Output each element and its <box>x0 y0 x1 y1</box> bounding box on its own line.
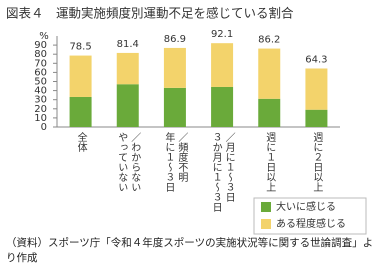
total-label: 64.3 <box>305 54 327 65</box>
y-unit: % <box>39 31 49 42</box>
chart: 図表４ 運動実施頻度別運動不足を感じている割合 % 01020304050607… <box>6 6 367 235</box>
y-tick-label: 30 <box>34 95 47 106</box>
total-label: 86.2 <box>258 35 280 46</box>
bar-segment <box>69 55 92 97</box>
chart-title: 図表４ 運動実施頻度別運動不足を感じている割合 <box>6 6 294 21</box>
y-tick-label: 60 <box>34 67 47 78</box>
legend-label: 大いに感じる <box>276 200 336 213</box>
legend-swatch <box>261 219 271 229</box>
y-tick-label: 90 <box>34 40 47 51</box>
x-tick-label: ３か月に１～３日 <box>210 132 222 212</box>
x-tick-label: 週に２日以上 <box>311 132 323 192</box>
legend-box <box>253 197 367 235</box>
bar-segment <box>211 86 234 127</box>
y-tick-label: 20 <box>34 104 47 115</box>
bar-segment <box>163 87 186 127</box>
source-note: （資料）スポーツ庁「令和４年度スポーツの実施状況等に関する世論調査」より作成 <box>6 237 374 264</box>
legend-swatch <box>261 202 271 212</box>
bar-segment <box>258 98 281 127</box>
bar-segment <box>258 48 281 99</box>
y-tick-label: 80 <box>34 49 47 60</box>
x-tick-label: 全体 <box>75 131 87 153</box>
bar-segment <box>116 52 139 85</box>
y-tick-label: 40 <box>34 86 47 97</box>
x-tick-label: 週に１日以上 <box>264 132 276 192</box>
bar-segment <box>163 47 186 88</box>
x-tick-label: ／頻度不明 <box>176 132 188 183</box>
bar-segment <box>305 109 328 127</box>
y-tick-label: 0 <box>41 122 47 133</box>
legend-label: ある程度感じる <box>276 217 346 230</box>
bar-segment <box>211 43 234 87</box>
x-tick-label: やっていない <box>116 132 128 192</box>
total-label: 86.9 <box>164 34 186 45</box>
x-tick-label: ／月に１～３日 <box>223 132 235 202</box>
total-label: 81.4 <box>117 39 139 50</box>
bar-segment <box>69 96 92 127</box>
x-tick-label: 年に１～３日 <box>163 131 175 192</box>
bar-segment <box>116 84 139 127</box>
y-tick-label: 10 <box>34 113 47 124</box>
x-tick-label: ／わからない <box>129 132 141 192</box>
y-tick-label: 70 <box>34 58 47 69</box>
total-label: 78.5 <box>69 42 91 53</box>
bar-segment <box>305 68 328 110</box>
total-label: 92.1 <box>211 29 233 40</box>
y-tick-label: 50 <box>34 77 47 88</box>
